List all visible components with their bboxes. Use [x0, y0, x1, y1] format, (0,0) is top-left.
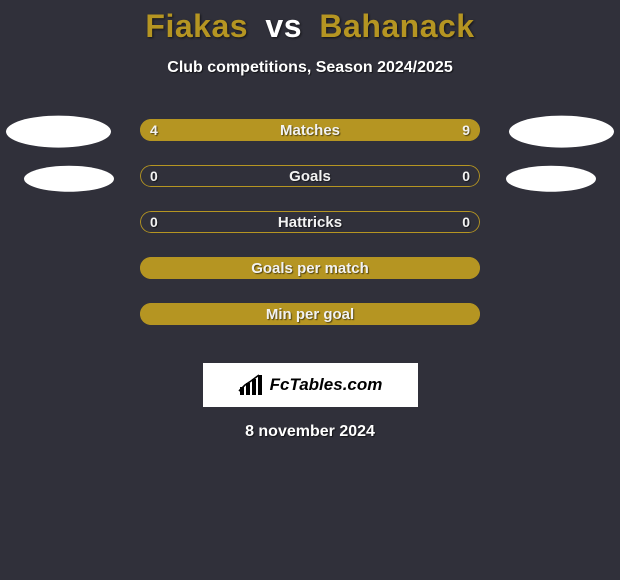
- player2-avatar: [509, 116, 614, 148]
- stat-row: Goals per match: [0, 253, 620, 299]
- bar-fill-left: [140, 303, 310, 325]
- stat-left-value: 0: [140, 165, 168, 187]
- stat-row: Min per goal: [0, 299, 620, 345]
- stat-bar: 0 0Hattricks: [140, 211, 480, 233]
- stat-bar: 49Matches: [140, 119, 480, 141]
- subtitle: Club competitions, Season 2024/2025: [0, 59, 620, 77]
- stat-left-value: 0: [140, 211, 168, 233]
- bar-fill-left: [140, 119, 245, 141]
- bar-fill-right: [310, 303, 480, 325]
- stat-row: 0 0Goals: [0, 161, 620, 207]
- player2-name: Bahanack: [319, 8, 474, 44]
- stat-right-value: 0: [452, 165, 480, 187]
- player1-name: Fiakas: [145, 8, 248, 44]
- stat-label: Hattricks: [140, 211, 480, 233]
- stat-row: 49Matches: [0, 115, 620, 161]
- bar-fill-right: [310, 257, 480, 279]
- bar-chart-icon: [238, 373, 264, 397]
- vs-text: vs: [265, 8, 302, 44]
- bar-border: [140, 165, 480, 187]
- logo-text: FcTables.com: [270, 375, 383, 395]
- bar-border: [140, 211, 480, 233]
- stat-label: Goals: [140, 165, 480, 187]
- stat-bar: Goals per match: [140, 257, 480, 279]
- comparison-title: Fiakas vs Bahanack: [0, 8, 620, 45]
- stats-rows: 49Matches00Goals00HattricksGoals per mat…: [0, 115, 620, 345]
- fctables-logo[interactable]: FcTables.com: [203, 363, 418, 407]
- bar-fill-left: [140, 257, 310, 279]
- stat-row: 0 0Hattricks: [0, 207, 620, 253]
- date-text: 8 november 2024: [0, 423, 620, 441]
- stat-bar: Min per goal: [140, 303, 480, 325]
- player1-avatar: [6, 116, 111, 148]
- player1-club-avatar: [24, 166, 114, 192]
- stat-right-value: 0: [452, 211, 480, 233]
- stat-bar: 0 0Goals: [140, 165, 480, 187]
- bar-fill-right: [245, 119, 480, 141]
- player2-club-avatar: [506, 166, 596, 192]
